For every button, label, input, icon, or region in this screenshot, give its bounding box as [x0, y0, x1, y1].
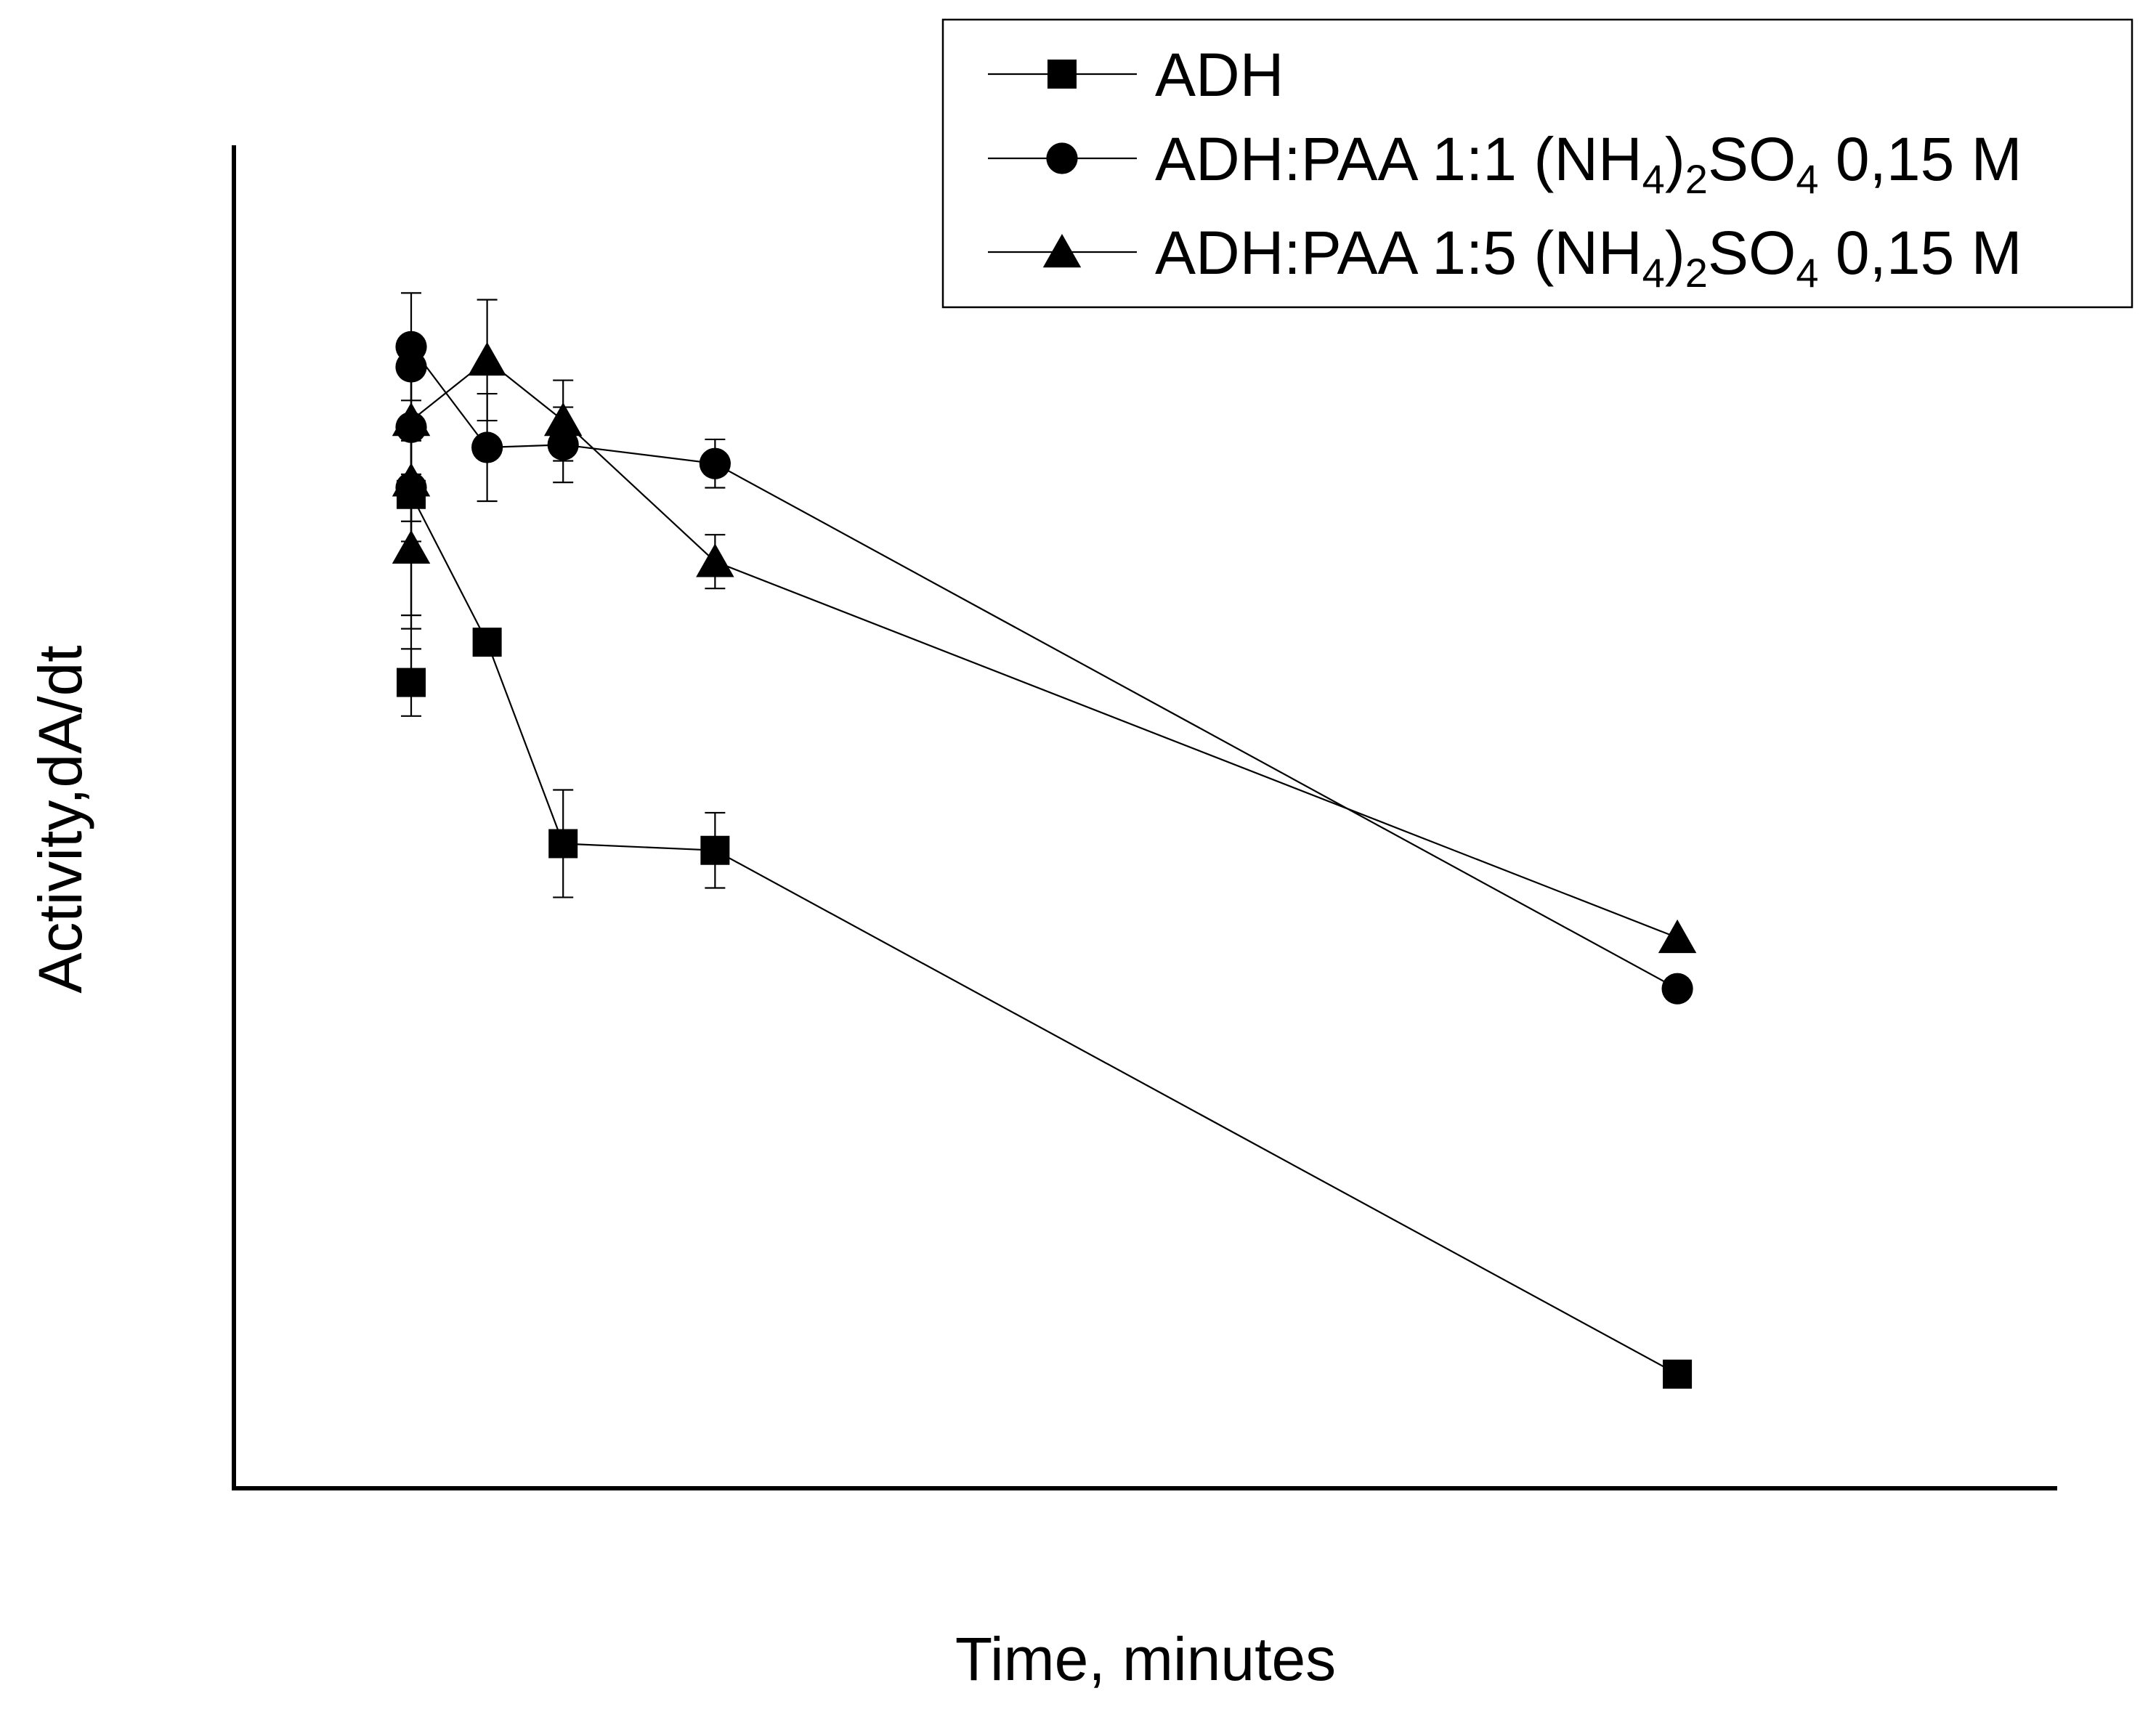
- legend-text-part: 0,15 M: [1818, 125, 2022, 193]
- legend-subscript: 4: [1642, 156, 1665, 202]
- legend-label-square: ADH: [1155, 41, 1284, 109]
- data-point-square: [397, 668, 426, 697]
- legend-marker-circle: [1046, 142, 1078, 174]
- data-point-triangle: [392, 530, 431, 564]
- legend-subscript: 4: [1642, 250, 1665, 296]
- axes: [232, 145, 2057, 1490]
- legend-text-part: ): [1665, 219, 1685, 287]
- legend-box: [941, 18, 2133, 309]
- data-point-triangle: [392, 402, 431, 437]
- legend-subscript: 4: [1796, 250, 1818, 296]
- data-point-triangle: [543, 402, 583, 437]
- legend-label-circle: ADH:PAA 1:1 (NH4)2SO4 0,15 M: [1155, 125, 2022, 202]
- series-layer: [392, 292, 1697, 1389]
- data-point-triangle: [392, 463, 431, 497]
- legend-subscript: 2: [1685, 156, 1708, 202]
- data-point-square: [548, 829, 578, 859]
- legend-label-triangle: ADH:PAA 1:5 (NH4)2SO4 0,15 M: [1155, 219, 2022, 296]
- data-point-circle: [395, 330, 427, 362]
- data-point-circle: [1661, 973, 1693, 1005]
- legend-subscript: 2: [1685, 250, 1708, 296]
- y-axis-title: Activity,dA/dt: [26, 645, 94, 993]
- data-point-square: [472, 628, 502, 657]
- legend-subscript: 4: [1796, 156, 1818, 202]
- data-point-triangle: [1658, 919, 1697, 954]
- legend-marker-square: [1047, 60, 1077, 89]
- legend-marker-triangle: [1042, 234, 1082, 268]
- legend-text-part: ADH:PAA 1:1 (NH: [1155, 125, 1642, 193]
- data-point-triangle: [468, 341, 506, 376]
- legend-text-part: SO: [1708, 125, 1796, 193]
- data-point-circle: [699, 447, 731, 479]
- legend-text-part: 0,15 M: [1818, 219, 2022, 287]
- data-point-circle: [471, 431, 503, 463]
- legend-text-part: SO: [1708, 219, 1796, 287]
- data-point-triangle: [696, 543, 734, 577]
- series-triangle: [392, 299, 1697, 954]
- data-point-square: [1663, 1359, 1693, 1389]
- data-point-square: [700, 835, 730, 865]
- legend-text-part: ): [1665, 125, 1685, 193]
- legend-text-part: ADH:PAA 1:5 (NH: [1155, 219, 1642, 287]
- x-axis-title: Time, minutes: [955, 1625, 1336, 1693]
